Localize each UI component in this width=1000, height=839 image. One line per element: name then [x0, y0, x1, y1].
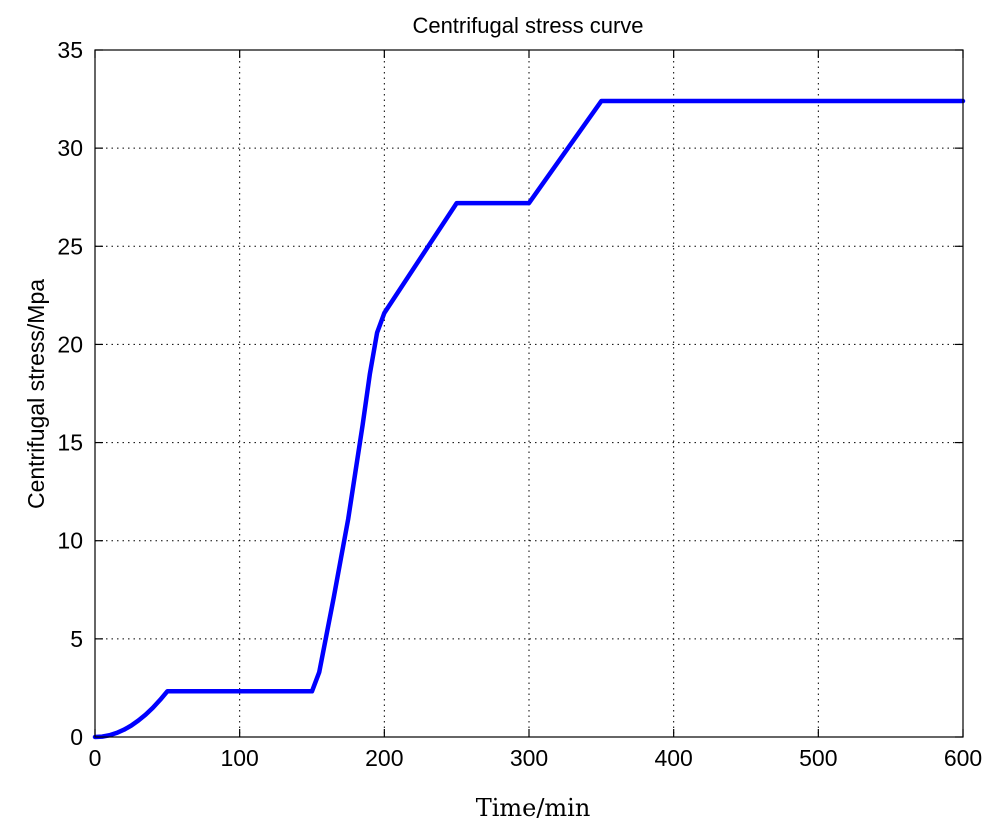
x-tick-label: 0 — [89, 745, 102, 771]
x-tick-label: 300 — [510, 745, 548, 771]
x-tick-label: 200 — [365, 745, 403, 771]
chart-title: Centrifugal stress curve — [412, 13, 643, 38]
y-tick-label: 10 — [57, 528, 83, 554]
y-tick-label: 35 — [57, 37, 83, 63]
series-line — [92, 98, 966, 740]
plot-frame — [94, 49, 964, 738]
y-axis-label: Centrifugal stress/Mpa — [23, 279, 49, 509]
x-axis-label: Time/min — [476, 794, 591, 822]
y-tick-label: 5 — [70, 626, 83, 652]
x-tick-label: 600 — [944, 745, 982, 771]
x-tick-label: 100 — [220, 745, 258, 771]
y-tick-labels: 0 5 10 15 20 25 30 35 — [57, 37, 83, 750]
y-tick-label: 0 — [70, 724, 83, 750]
series-layer — [92, 98, 966, 740]
grid-lines — [95, 50, 963, 737]
y-tick-label: 25 — [57, 233, 83, 259]
x-tick-label: 400 — [654, 745, 692, 771]
x-tick-labels: 0 100 200 300 400 500 600 — [89, 745, 983, 771]
y-tick-label: 30 — [57, 135, 83, 161]
y-tick-label: 15 — [57, 430, 83, 456]
x-tick-label: 500 — [799, 745, 837, 771]
y-tick-label: 20 — [57, 331, 83, 357]
